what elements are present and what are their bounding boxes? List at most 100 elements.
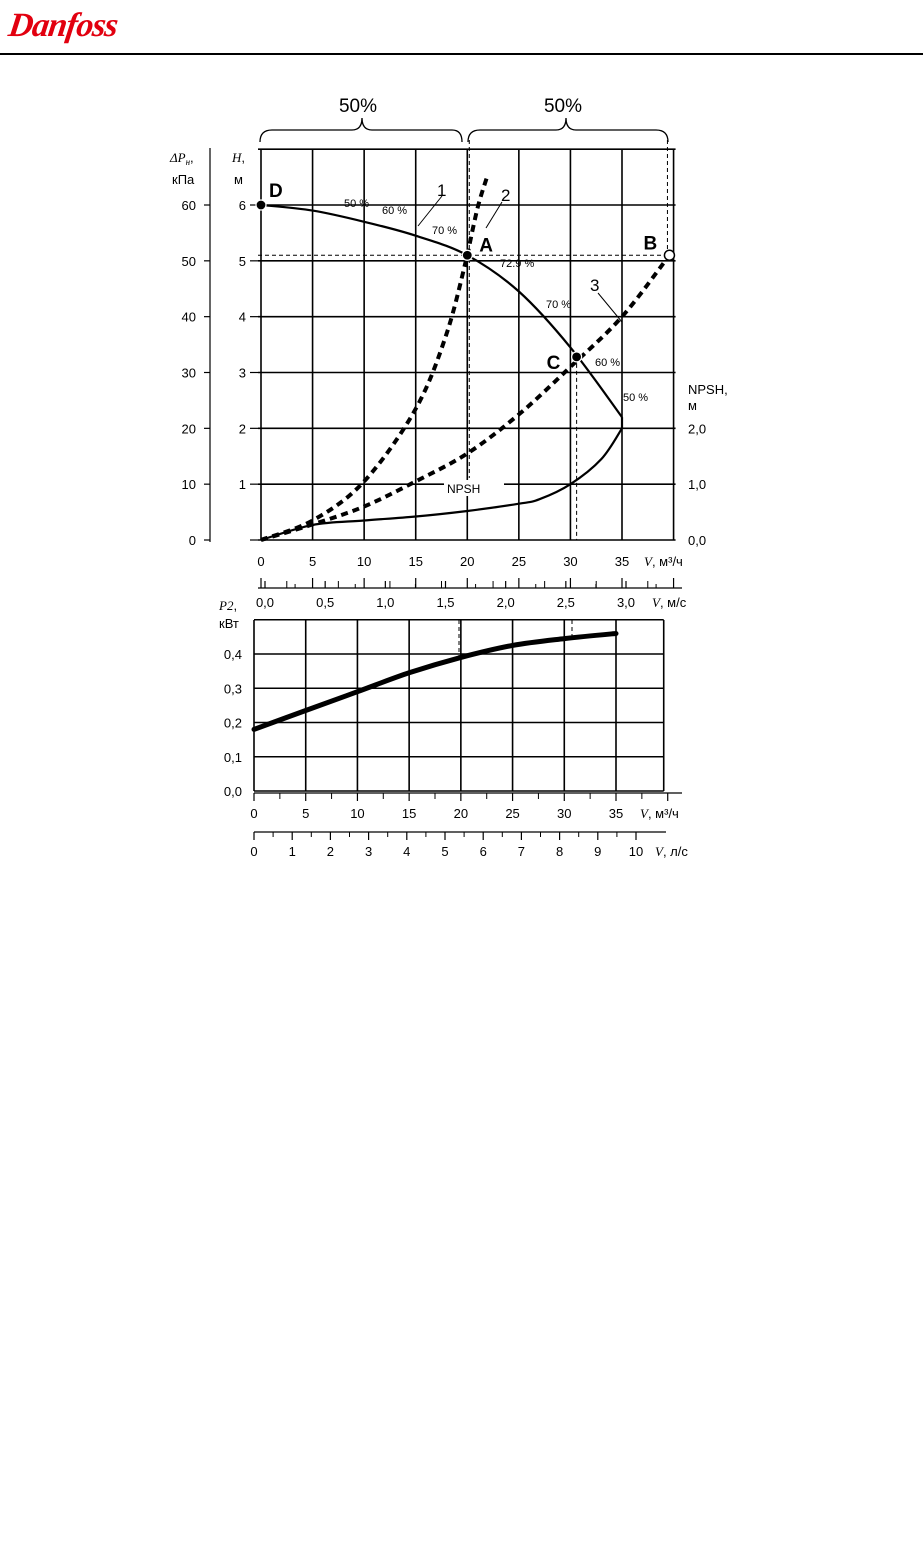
curve-2-label: 2 — [501, 186, 510, 205]
head-tick-label: 1 — [239, 477, 246, 492]
velocity-tick-label: 1,5 — [436, 595, 454, 610]
pressure-tick-label: 0 — [189, 533, 196, 548]
curve-3-leader — [597, 292, 623, 323]
main-x-axis-ticks: 0 5 10 15 20 25 30 35 — [257, 554, 629, 569]
power-x-axis-ticks: 0 5 10 15 20 25 30 35 — [250, 793, 669, 821]
main-x-tick-label: 20 — [460, 554, 474, 569]
header-divider — [0, 53, 923, 55]
main-x-tick-label: 5 — [309, 554, 316, 569]
flow-ls-tick-label: 2 — [327, 844, 334, 859]
npsh-curve-label: NPSH — [447, 482, 480, 496]
curve-1-label: 1 — [437, 181, 446, 200]
flow-ls-tick-label: 10 — [629, 844, 643, 859]
pressure-axis-symbol: ΔPн, — [169, 150, 194, 167]
head-tick-label: 6 — [239, 198, 246, 213]
power-x-tick-label: 0 — [250, 806, 257, 821]
flow-ls-tick-label: 3 — [365, 844, 372, 859]
eff-label-50-left: 50 % — [344, 198, 369, 210]
power-chart: P2, кВт 0,0 0,1 0,2 0,3 0,4 0 5 10 15 20 25 30 35 V… — [218, 598, 679, 821]
power-x-tick-label: 15 — [402, 806, 416, 821]
curve-npsh — [260, 427, 623, 542]
operating-points: D A B C — [255, 181, 676, 374]
velocity-tick-label: 2,0 — [497, 595, 515, 610]
power-x-tick-label: 35 — [609, 806, 623, 821]
eff-label-70-left: 70 % — [432, 225, 457, 237]
velocity-tick-label: 3,0 — [617, 595, 635, 610]
flow-ls-axis-label: V, л/с — [655, 844, 688, 859]
flow-ls-axis-ticks: 0 1 2 3 4 5 6 7 8 9 10 — [250, 832, 643, 859]
power-chart-grid — [253, 618, 665, 792]
head-tick-label: 4 — [239, 310, 246, 325]
head-axis-ticks: 1 2 3 4 5 6 — [239, 198, 246, 492]
velocity-axis-ticks: 0,0 0,5 1,0 1,5 2,0 2,5 3,0 — [256, 578, 675, 610]
velocity-tick-label: 2,5 — [557, 595, 575, 610]
power-x-tick-label: 20 — [454, 806, 468, 821]
power-x-axis-label: V, м³/ч — [640, 806, 679, 821]
pressure-tick-label: 50 — [182, 254, 196, 269]
npsh-tick-label: 2,0 — [688, 421, 706, 436]
head-axis-unit: м — [234, 172, 243, 187]
eff-label-72-9: 72.9 % — [500, 258, 534, 270]
npsh-axis-title: NPSH, — [688, 382, 728, 397]
point-c-marker — [571, 351, 583, 363]
velocity-tick-label: 0,5 — [316, 595, 334, 610]
brace-label-right: 50% — [544, 96, 582, 117]
power-x-tick-label: 30 — [557, 806, 571, 821]
power-y-tick-label: 0,1 — [224, 750, 242, 765]
point-b-marker — [663, 249, 676, 261]
curve-3-label: 3 — [590, 276, 599, 295]
flow-ls-tick-label: 4 — [403, 844, 410, 859]
power-curve — [251, 631, 619, 732]
flow-ls-tick-label: 9 — [594, 844, 601, 859]
power-x-tick-label: 25 — [505, 806, 519, 821]
main-x-axis-label: V, м³/ч — [644, 554, 683, 569]
power-y-axis-ticks: 0,0 0,1 0,2 0,3 0,4 — [224, 647, 242, 799]
npsh-tick-label: 0,0 — [688, 533, 706, 548]
main-x-tick-label: 30 — [563, 554, 577, 569]
velocity-tick-label: 0,0 — [256, 595, 274, 610]
power-x-tick-label: 5 — [302, 806, 309, 821]
pressure-tick-label: 20 — [182, 421, 196, 436]
brace-label-left: 50% — [339, 96, 377, 117]
head-axis-symbol: H, — [231, 150, 245, 165]
velocity-tick-label: 1,0 — [376, 595, 394, 610]
page-header: Danfoss — [0, 0, 923, 56]
npsh-label-bg — [444, 480, 504, 496]
pressure-tick-label: 30 — [182, 366, 196, 381]
main-curves — [260, 203, 671, 542]
curve-3 — [260, 254, 671, 542]
main-x-tick-label: 10 — [357, 554, 371, 569]
brace-right — [467, 117, 669, 143]
flow-ls-tick-label: 6 — [480, 844, 487, 859]
power-guides — [458, 620, 573, 658]
point-d-marker — [255, 199, 267, 211]
main-x-tick-label: 0 — [257, 554, 264, 569]
main-x-tick-label: 15 — [408, 554, 422, 569]
pressure-tick-label: 60 — [182, 198, 196, 213]
brace-left — [259, 117, 463, 143]
head-tick-label: 5 — [239, 254, 246, 269]
npsh-axis-unit: м — [688, 398, 697, 413]
curve-2 — [465, 173, 490, 256]
curve-1 — [260, 254, 470, 542]
velocity-axis: 0,0 0,5 1,0 1,5 2,0 2,5 3,0 V, м/с — [256, 578, 687, 610]
power-y-tick-label: 0,2 — [224, 716, 242, 731]
npsh-axis-ticks: 0,0 1,0 2,0 — [688, 421, 706, 548]
power-y-tick-label: 0,0 — [224, 784, 242, 799]
flow-ls-axis: 0 1 2 3 4 5 6 7 8 9 10 V, л/с — [250, 792, 688, 859]
flow-ls-tick-label: 0 — [250, 844, 257, 859]
eff-label-70-right: 70 % — [546, 299, 571, 311]
main-x-tick-label: 25 — [512, 554, 526, 569]
curve-qh — [260, 203, 623, 418]
head-tick-label: 2 — [239, 421, 246, 436]
velocity-axis-label: V, м/с — [652, 595, 687, 610]
power-y-tick-label: 0,4 — [224, 647, 242, 662]
flow-ls-tick-label: 7 — [518, 844, 525, 859]
point-d-label: D — [269, 181, 283, 202]
eff-label-50-right: 50 % — [623, 392, 648, 404]
npsh-tick-label: 1,0 — [688, 477, 706, 492]
power-x-tick-label: 10 — [350, 806, 364, 821]
flow-ls-tick-label: 8 — [556, 844, 563, 859]
